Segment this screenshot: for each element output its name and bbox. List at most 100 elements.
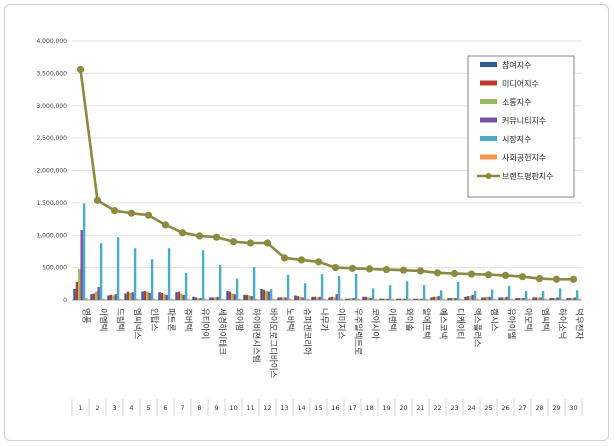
x-rank-label: 20 — [399, 404, 407, 412]
x-category-label: 유티아이 — [200, 308, 211, 339]
line-point — [331, 264, 340, 272]
line-point — [535, 275, 544, 283]
bar-시장지수 — [218, 265, 222, 300]
x-category-label: 세경하이테크 — [217, 308, 228, 355]
brand-reputation-line — [76, 65, 578, 283]
line-point — [467, 270, 476, 278]
bar-사회공헌지수 — [102, 298, 105, 300]
bar-미디어지수 — [262, 289, 266, 300]
x-category-label: 하이소닉 — [557, 308, 568, 339]
bar-소통지수 — [299, 296, 302, 300]
legend-label: 사회공헌지수 — [502, 154, 546, 163]
x-rank-label: 4 — [129, 404, 133, 412]
bar-커뮤니티지수 — [369, 298, 372, 300]
legend-label: 미디어지수 — [502, 79, 539, 89]
line-point — [450, 269, 459, 278]
bar-시장지수 — [371, 288, 375, 300]
line-point — [297, 256, 306, 264]
x-category-label: 나무가 — [319, 308, 329, 332]
bar-사회공헌지수 — [153, 298, 156, 300]
x-rank-label: 23 — [450, 404, 458, 412]
x-category-label: 와이솔 — [404, 308, 415, 332]
bar-커뮤니티지수 — [386, 298, 389, 300]
x-rank-label: 26 — [501, 404, 509, 412]
line-point — [399, 266, 408, 274]
x-rank-label: 16 — [331, 404, 339, 412]
line-point — [569, 275, 578, 283]
bar-소통지수 — [452, 298, 455, 300]
y-tick-label: 2,500,000 — [36, 135, 67, 142]
bar-참여지수 — [141, 291, 144, 300]
bar-커뮤니티지수 — [556, 297, 559, 300]
bar-소통지수 — [435, 296, 438, 300]
x-rank-label: 6 — [163, 404, 167, 412]
x-rank-label: 21 — [416, 404, 424, 412]
line-point — [178, 229, 187, 237]
x-rank-label: 17 — [348, 404, 356, 412]
x-rank-label: 3 — [112, 404, 116, 412]
line-point — [348, 264, 357, 272]
bar-소통지수 — [231, 293, 234, 300]
bar-커뮤니티지수 — [233, 294, 236, 300]
line-point — [280, 254, 289, 262]
legend-label: 커뮤니티지수 — [502, 116, 546, 126]
bar-참여지수 — [328, 297, 331, 300]
bar-사회공헌지수 — [323, 298, 326, 300]
bar-사회공헌지수 — [170, 298, 173, 300]
bar-참여지수 — [515, 298, 518, 300]
bar-커뮤니티지수 — [165, 294, 168, 300]
bar-사회공헌지수 — [357, 298, 360, 300]
bar-참여지수 — [481, 297, 484, 300]
x-rank-label: 10 — [229, 404, 237, 412]
bar-사회공헌지수 — [238, 298, 241, 300]
bar-커뮤니티지수 — [114, 294, 117, 300]
y-tick-label: 1,000,000 — [36, 232, 67, 239]
y-tick-label: 1,500,000 — [36, 200, 67, 207]
x-rank-label: 13 — [280, 404, 288, 412]
bar-소통지수 — [129, 292, 132, 300]
bar-미디어지수 — [398, 298, 402, 300]
line-point — [76, 65, 85, 74]
bar-미디어지수 — [568, 298, 572, 300]
bar-시장지수 — [456, 281, 460, 300]
line-point — [484, 271, 493, 279]
legend-swatch — [480, 99, 497, 104]
bar-참여지수 — [396, 298, 399, 300]
legend-swatch — [480, 154, 497, 160]
bar-참여지수 — [311, 296, 314, 300]
bar-미디어지수 — [126, 291, 130, 300]
bars — [73, 203, 581, 300]
bar-참여지수 — [549, 298, 552, 300]
bar-참여지수 — [566, 298, 569, 300]
bar-소통지수 — [537, 297, 540, 300]
bar-참여지수 — [124, 293, 127, 300]
bar-참여지수 — [532, 297, 535, 300]
bar-시장지수 — [303, 283, 307, 300]
bar-미디어지수 — [245, 294, 249, 300]
bar-시장지수 — [82, 203, 86, 300]
y-tick-label: 500,000 — [42, 265, 67, 272]
line-point — [263, 239, 272, 247]
bar-참여지수 — [243, 294, 246, 300]
bar-사회공헌지수 — [85, 298, 88, 300]
bar-사회공헌지수 — [187, 298, 190, 300]
x-category-label: 유아이엘 — [506, 308, 517, 339]
bar-참여지수 — [464, 296, 467, 300]
bar-사회공헌지수 — [476, 298, 479, 300]
x-category-label: 파트론 — [166, 308, 176, 332]
x-rank-label: 11 — [246, 404, 254, 412]
line-point — [416, 267, 425, 275]
bar-사회공헌지수 — [459, 298, 462, 300]
legend-label: 브랜드평판지수 — [502, 171, 554, 181]
line-point — [212, 233, 221, 241]
bar-소통지수 — [486, 296, 489, 300]
bar-커뮤니티지수 — [488, 296, 491, 300]
bar-시장지수 — [133, 248, 137, 300]
line-point — [161, 221, 170, 229]
bar-소통지수 — [282, 297, 285, 300]
bar-미디어지수 — [194, 297, 198, 300]
bar-참여지수 — [362, 296, 365, 300]
x-rank-label: 9 — [214, 404, 218, 412]
bar-커뮤니티지수 — [573, 297, 576, 300]
x-rank-label: 1 — [78, 404, 82, 412]
